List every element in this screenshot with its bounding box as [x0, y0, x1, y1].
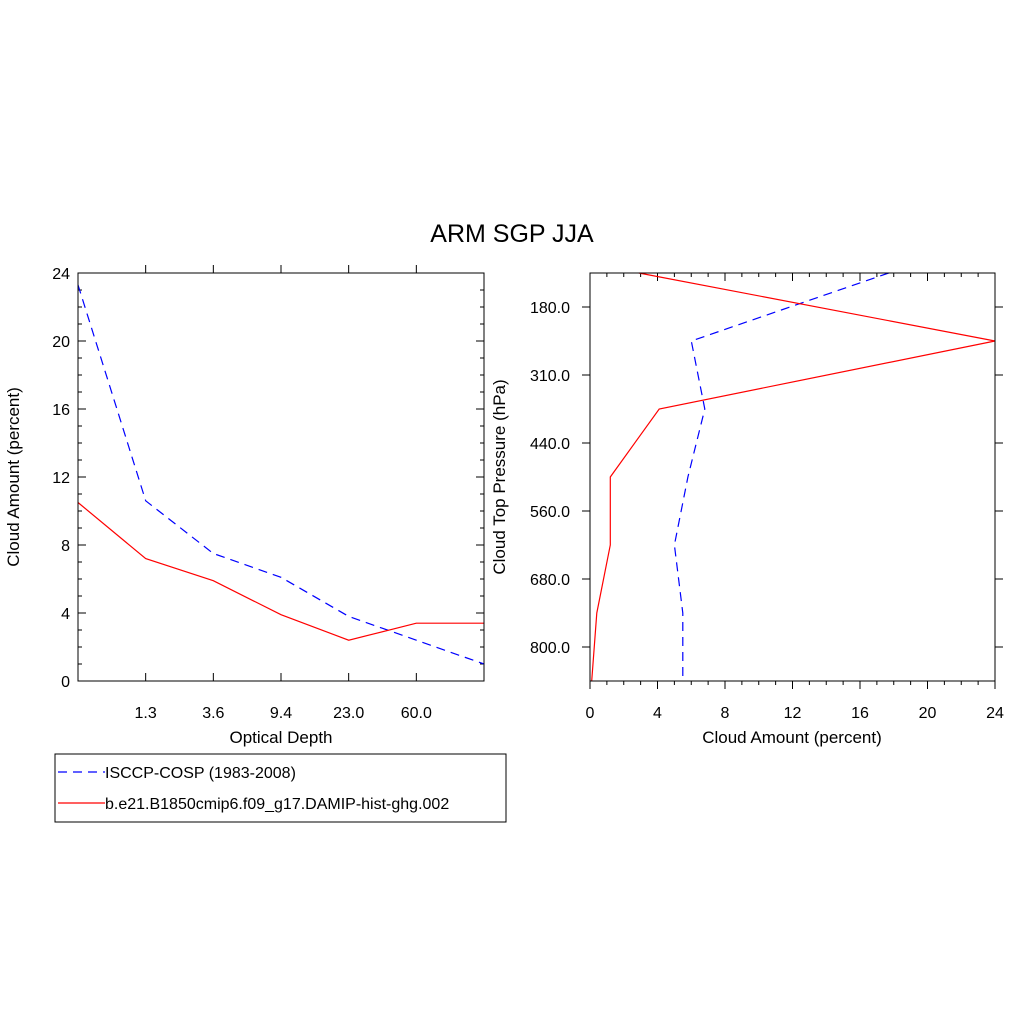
right-ticks: 0 4 8 12 16 20 24 180.0 310.0 440.0 560.0 680.0 800.… — [530, 273, 1004, 722]
right-panel: 0 4 8 12 16 20 24 180.0 310.0 440.0 560.0 680.0 800.… — [490, 272, 1004, 747]
right-y-tick-label: 560.0 — [530, 504, 570, 521]
left-series-obs-line — [77, 284, 485, 665]
right-y-tick-label: 800.0 — [530, 640, 570, 657]
left-plot-frame — [77, 272, 485, 682]
legend-box — [54, 753, 507, 823]
left-x-tick-label: 60.0 — [401, 705, 432, 722]
left-ticks: 0 4 8 12 16 20 24 1.3 3.6 9.4 23.0 60.0 — [52, 265, 484, 722]
right-series-model-line — [591, 272, 996, 682]
left-series — [77, 284, 485, 665]
right-x-axis-title: Cloud Amount (percent) — [702, 728, 882, 747]
left-x-tick-label: 1.3 — [135, 705, 157, 722]
left-x-axis-title: Optical Depth — [230, 728, 333, 747]
right-x-tick-label: 24 — [986, 705, 1004, 722]
right-x-tick-label: 20 — [919, 705, 937, 722]
right-y-tick-label: 440.0 — [530, 436, 570, 453]
legend-label-model: b.e21.B1850cmip6.f09_g17.DAMIP-hist-ghg.… — [105, 796, 449, 813]
left-x-tick-label: 23.0 — [333, 705, 364, 722]
left-y-tick-label: 4 — [61, 606, 70, 623]
right-x-tick-label: 8 — [721, 705, 730, 722]
right-y-tick-label: 680.0 — [530, 572, 570, 589]
right-series — [591, 272, 996, 682]
left-y-tick-label: 16 — [52, 402, 70, 419]
chart-title: ARM SGP JJA — [430, 220, 594, 248]
right-plot-frame — [589, 272, 996, 682]
legend: ISCCP-COSP (1983-2008) b.e21.B1850cmip6.… — [54, 753, 507, 823]
right-x-tick-label: 12 — [784, 705, 802, 722]
left-y-axis-title: Cloud Amount (percent) — [4, 387, 23, 567]
left-y-tick-label: 20 — [52, 334, 70, 351]
right-y-tick-label: 310.0 — [530, 368, 570, 385]
left-series-model-line — [77, 502, 484, 641]
right-series-obs-line — [673, 272, 889, 681]
right-x-tick-label: 16 — [851, 705, 869, 722]
legend-label-obs: ISCCP-COSP (1983-2008) — [105, 765, 296, 782]
left-x-tick-label: 3.6 — [202, 705, 224, 722]
right-x-tick-label: 0 — [586, 705, 595, 722]
left-x-tick-label: 9.4 — [270, 705, 292, 722]
left-y-tick-label: 12 — [52, 470, 70, 487]
left-y-tick-label: 24 — [52, 266, 70, 283]
right-y-tick-label: 180.0 — [530, 300, 570, 317]
right-y-axis-title: Cloud Top Pressure (hPa) — [490, 379, 509, 574]
right-x-tick-label: 4 — [653, 705, 662, 722]
left-y-tick-label: 8 — [61, 538, 70, 555]
left-panel: 0 4 8 12 16 20 24 1.3 3.6 9.4 23.0 60.0 Optical Dep… — [4, 265, 485, 747]
left-y-tick-label: 0 — [61, 674, 70, 691]
